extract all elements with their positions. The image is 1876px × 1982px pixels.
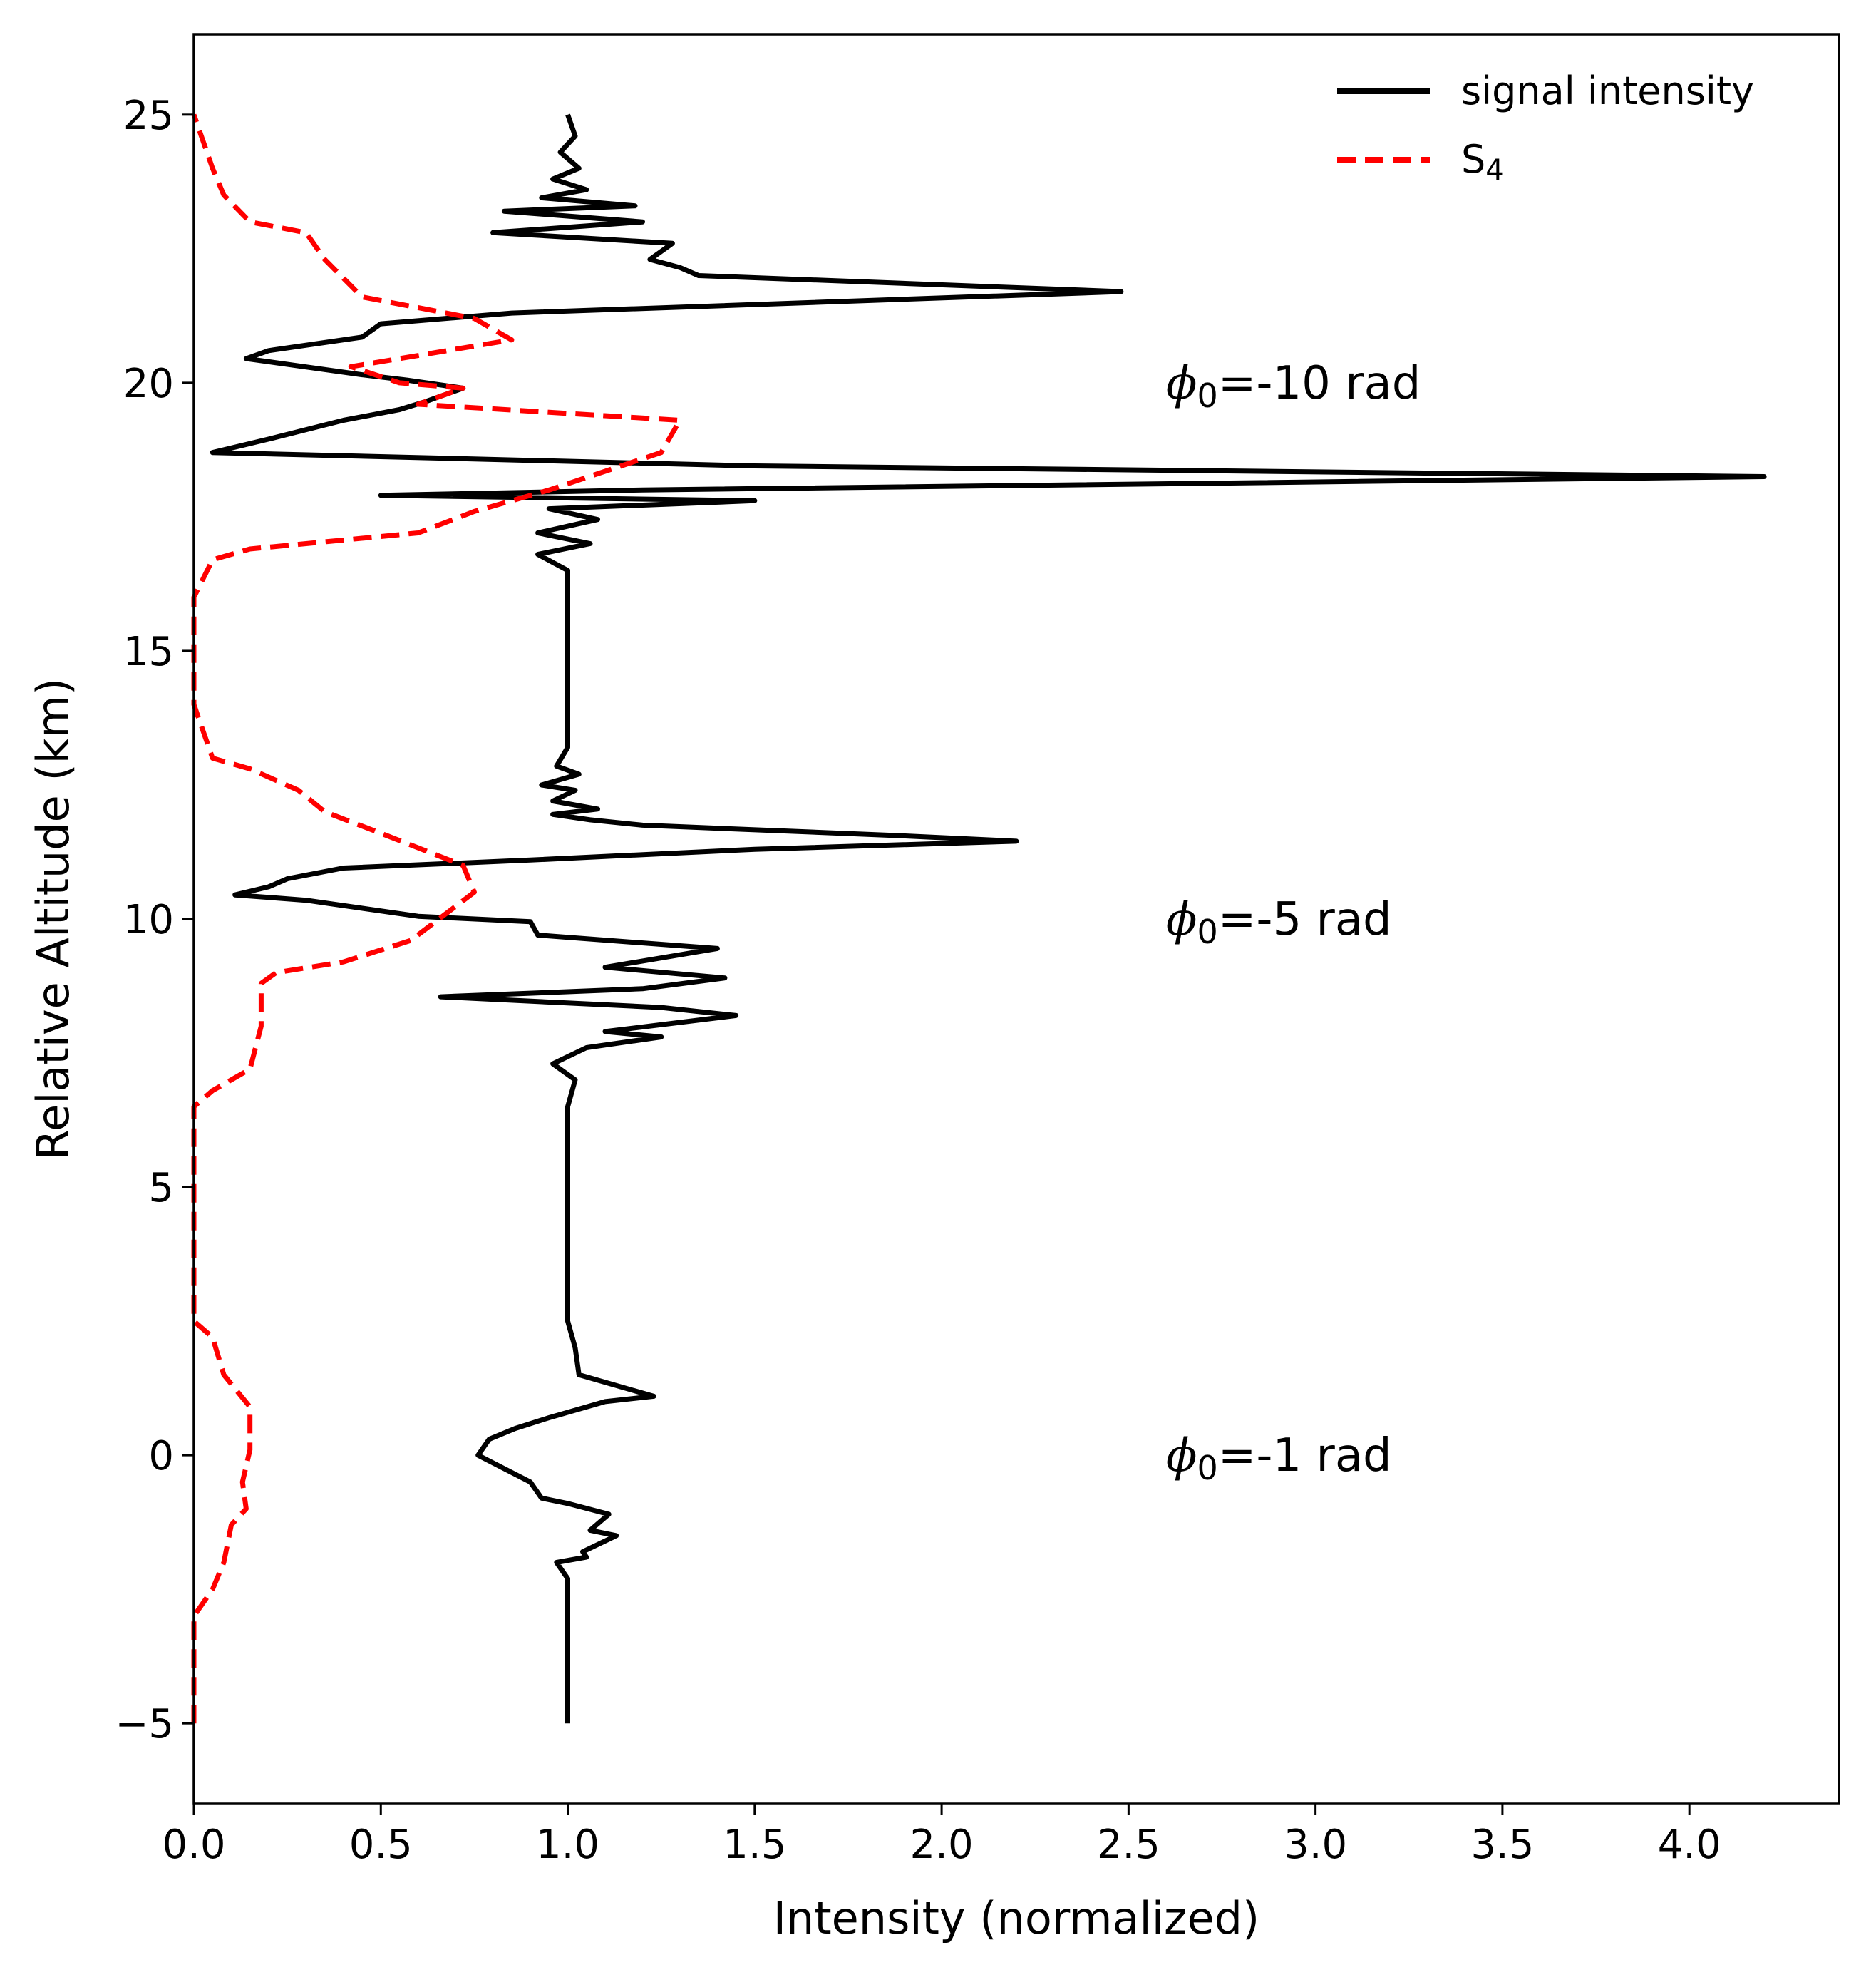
x-tick-label: 0.0 [162, 1822, 225, 1868]
x-tick-label: 3.5 [1470, 1822, 1534, 1868]
x-tick-label: 4.0 [1658, 1822, 1721, 1868]
series-line-signal-intensity [210, 113, 1767, 1724]
legend-label-s4: S4 [1461, 137, 1504, 187]
x-tick-label: 3.0 [1284, 1822, 1347, 1868]
x-tick-label: 1.5 [723, 1822, 786, 1868]
y-tick-label: 15 [123, 629, 174, 675]
y-tick-label: 10 [123, 897, 174, 943]
x-tick-label: 2.5 [1097, 1822, 1160, 1868]
phase-annotation: ϕ0=-5 rad [1166, 893, 1392, 951]
plot-frame [192, 33, 1840, 1805]
ticks-layer: 0.0 0.5 1.0 1.5 2.0 2.5 3.0 3.5 4.0 −5 0 5 10 15 20 25 [115, 93, 1721, 1868]
y-tick-label: 5 [148, 1165, 174, 1211]
phase-annotation: ϕ0=-1 rad [1166, 1429, 1392, 1487]
legend: signal intensity S4 [1337, 68, 1754, 187]
y-tick-label: −5 [115, 1701, 174, 1747]
x-tick-label: 0.5 [349, 1822, 413, 1868]
x-tick-label: 2.0 [910, 1822, 974, 1868]
y-tick-label: 0 [148, 1433, 174, 1479]
annotations-layer: ϕ0=-10 rad ϕ0=-5 rad ϕ0=-1 rad [1166, 357, 1421, 1487]
x-tick-label: 1.0 [536, 1822, 599, 1868]
legend-label-signal: signal intensity [1461, 68, 1754, 113]
phase-annotation: ϕ0=-10 rad [1166, 357, 1421, 415]
x-axis-label: Intensity (normalized) [773, 1892, 1259, 1944]
series-line-s4 [191, 113, 683, 1724]
series-layer [191, 113, 1767, 1724]
y-axis-label: Relative Altitude (km) [27, 678, 79, 1160]
y-tick-label: 20 [123, 361, 174, 407]
y-tick-label: 25 [123, 93, 174, 139]
